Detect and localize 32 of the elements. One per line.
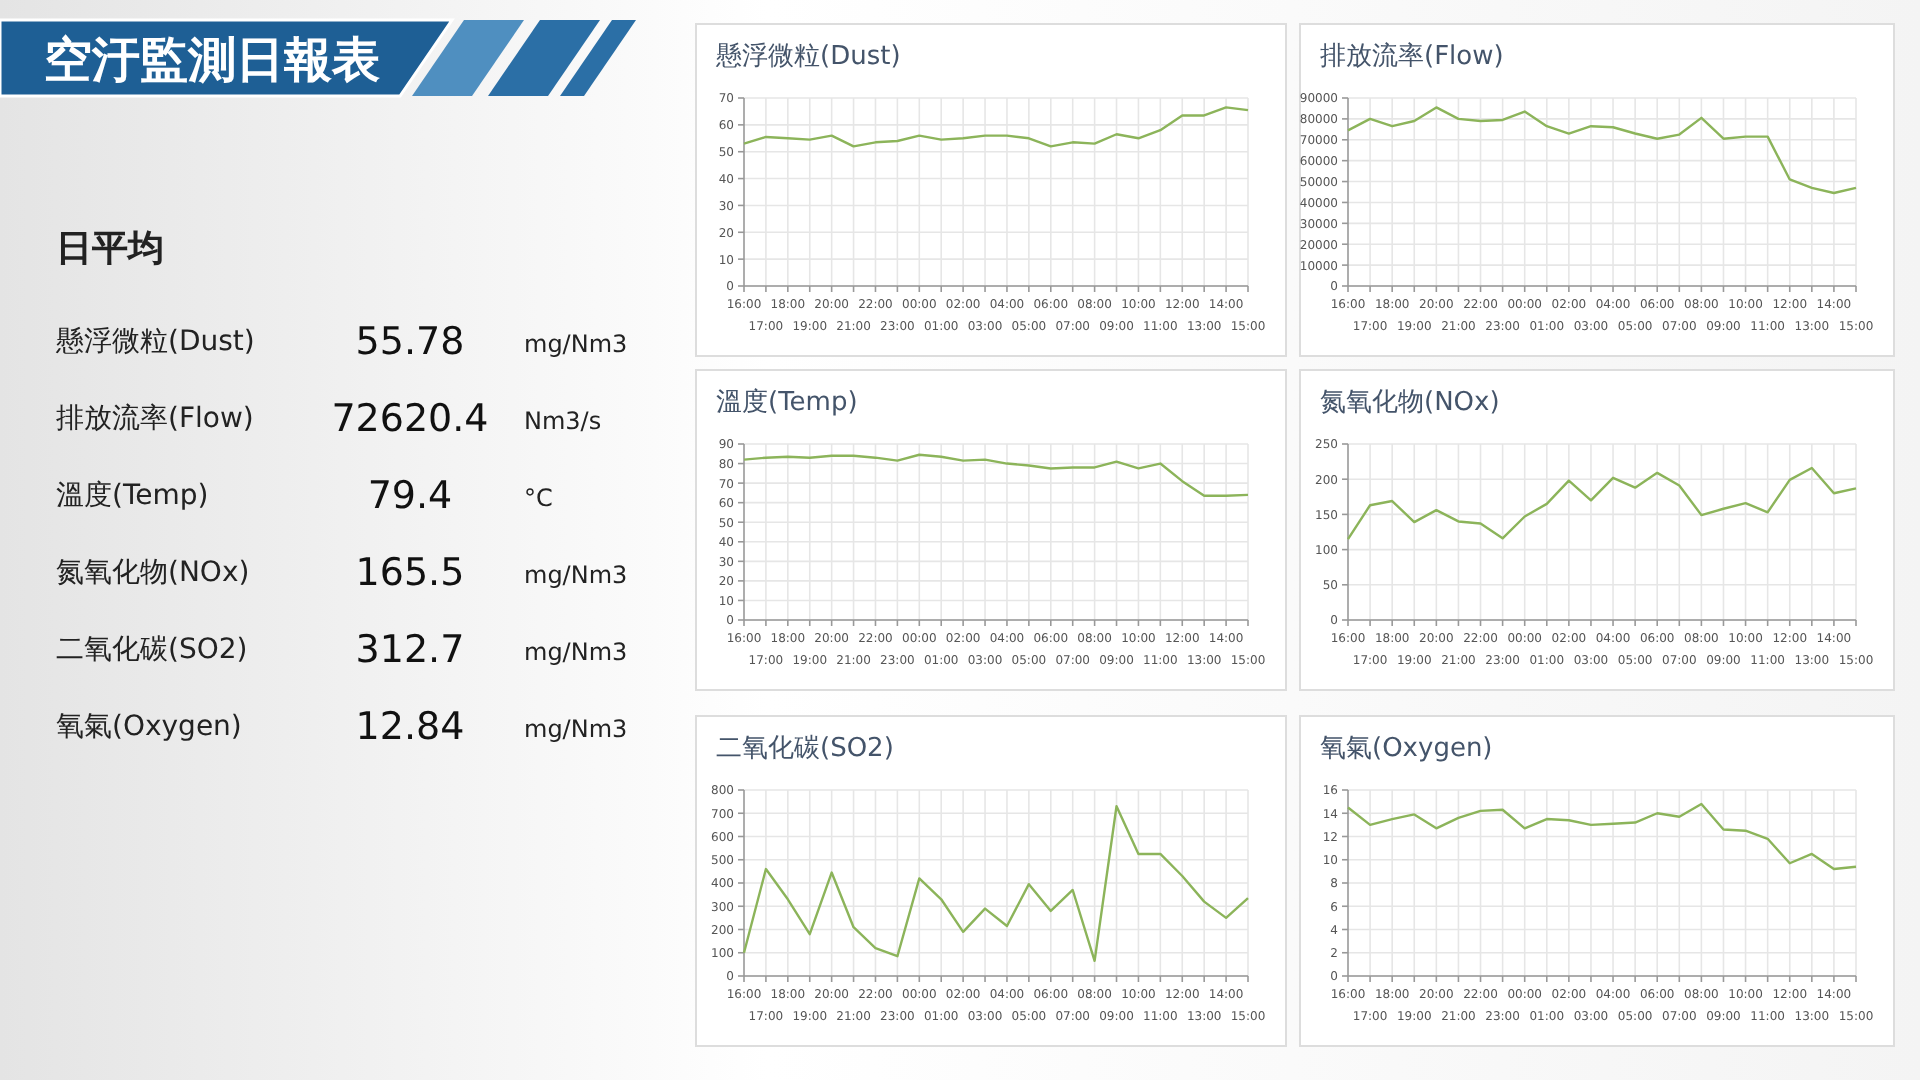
text: 空汙監測日報表 <box>44 32 380 88</box>
text: mg/Nm3 <box>524 638 628 666</box>
data-label: 72620.4 <box>331 397 489 441</box>
category-label: 氮氧化物(NOx) <box>56 557 250 589</box>
category-label: 氧氣(Oxygen) <box>56 711 242 743</box>
text: mg/Nm3 <box>524 715 628 743</box>
text: °C <box>524 484 553 512</box>
line-series <box>742 453 1250 498</box>
category-label: 懸浮微粒(Dust) <box>54 326 255 358</box>
text: mg/Nm3 <box>524 330 628 358</box>
chart-title: 排放流率(Flow) <box>1320 40 1504 72</box>
chart-title: 二氧化碳(SO2) <box>716 734 894 764</box>
data-label: 312.7 <box>355 628 465 672</box>
line-series <box>742 805 1250 963</box>
text: 日平均 <box>56 228 164 270</box>
category-label: 排放流率(Flow) <box>56 403 254 435</box>
data-label: 12.84 <box>355 705 465 749</box>
text: mg/Nm3 <box>524 561 628 589</box>
category-label: 溫度(Temp) <box>56 480 209 512</box>
data-label: 55.78 <box>355 320 465 364</box>
line-series <box>1346 106 1858 195</box>
data-label: 165.5 <box>355 551 465 595</box>
chart-title: 氧氣(Oxygen) <box>1320 734 1493 764</box>
line-series <box>742 106 1250 148</box>
line-series <box>1346 466 1858 541</box>
text: Nm3/s <box>524 407 602 435</box>
line-series <box>1346 802 1858 871</box>
chart-title: 溫度(Temp) <box>716 386 858 418</box>
chart-title: 懸浮微粒(Dust) <box>714 42 901 72</box>
category-label: 二氧化碳(SO2) <box>56 634 248 666</box>
chart-title: 氮氧化物(NOx) <box>1320 388 1500 418</box>
data-label: 79.4 <box>367 474 453 518</box>
